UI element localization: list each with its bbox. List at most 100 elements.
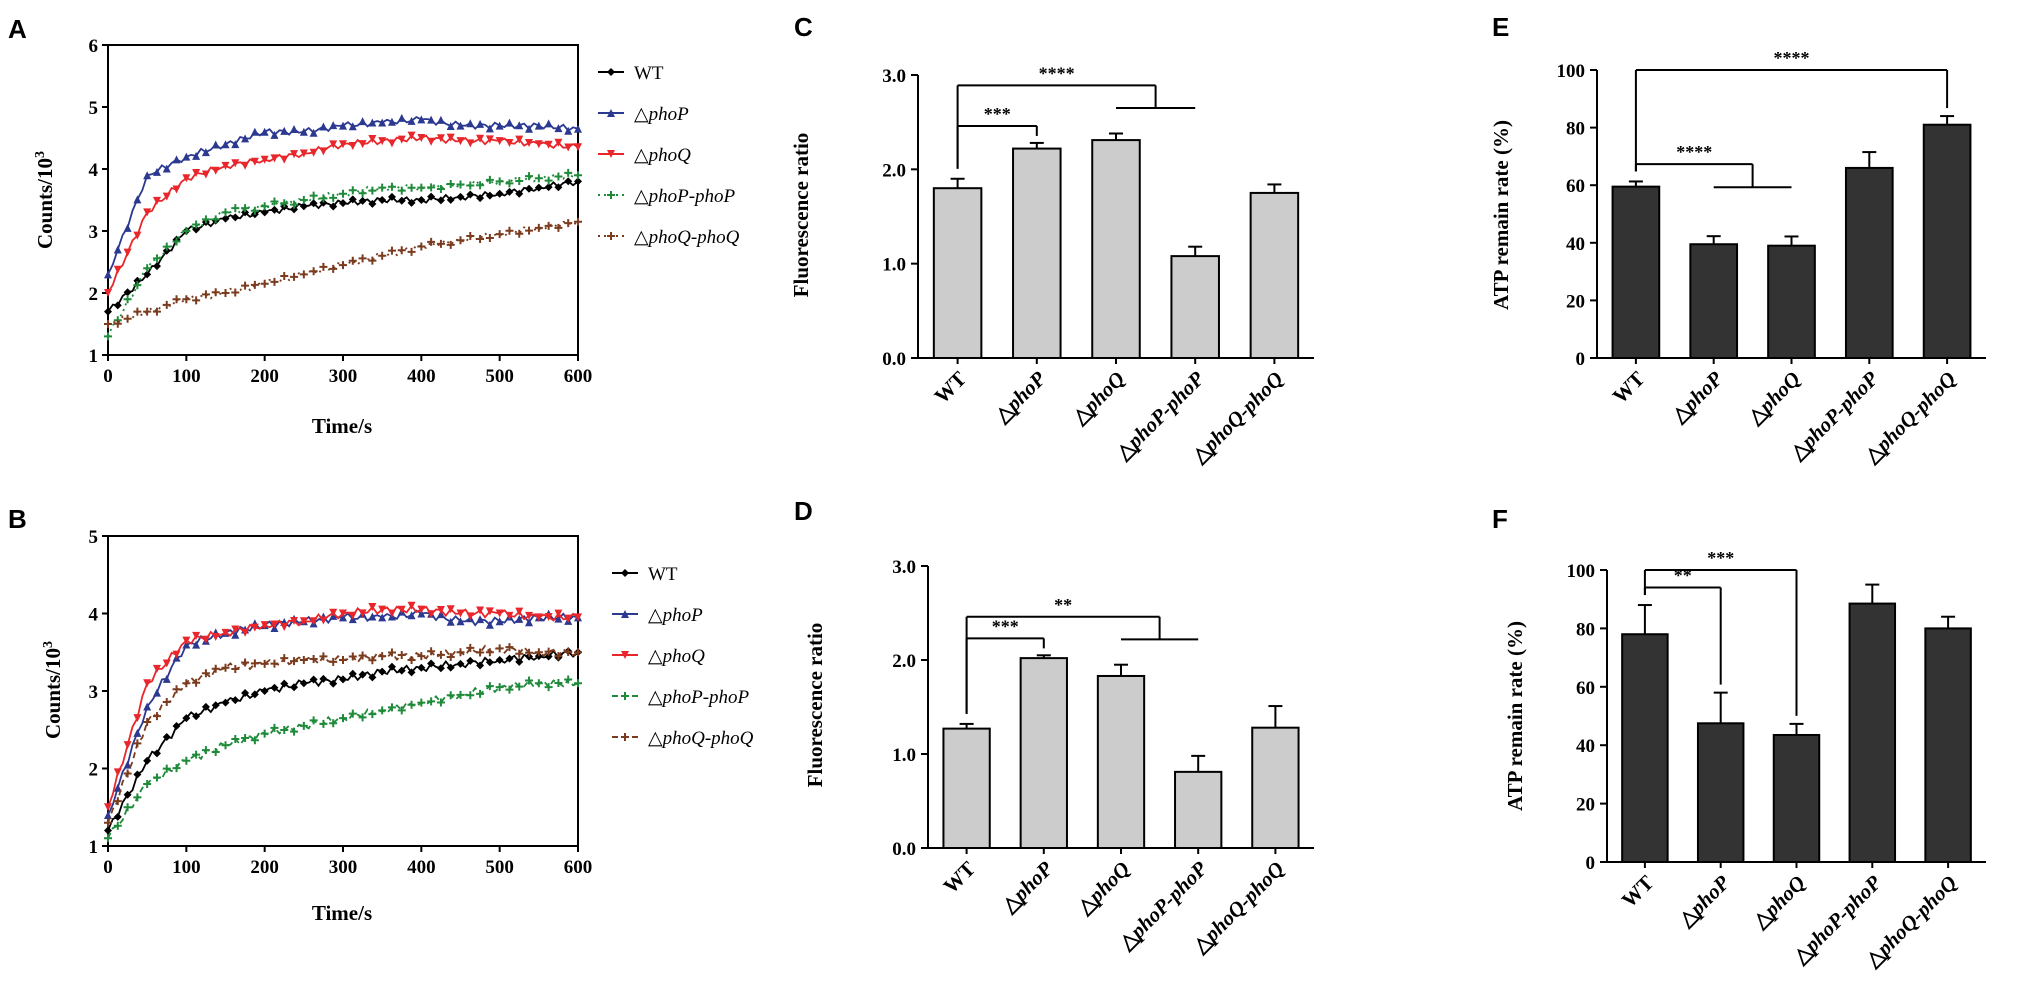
data-point: [241, 134, 250, 143]
data-point: [368, 710, 377, 719]
data-point: [104, 289, 112, 297]
data-point: [221, 289, 230, 297]
data-point: [133, 231, 142, 240]
data-point: [280, 622, 289, 631]
data-point: [162, 698, 171, 707]
bar-phop-phop: [1848, 602, 1897, 864]
panel-letter: F: [1492, 504, 1508, 534]
data-point: [339, 656, 347, 664]
data-point: [143, 208, 152, 217]
data-point: [348, 652, 357, 661]
legend-label: △phoP: [634, 104, 689, 125]
data-point: [260, 687, 269, 695]
data-point: [231, 665, 240, 674]
data-point: [505, 226, 514, 235]
data-point: [564, 675, 573, 684]
data-point: [505, 611, 514, 620]
data-point: [211, 166, 220, 175]
legend-entry: WT: [612, 564, 678, 585]
data-point: [348, 709, 357, 718]
data-point: [574, 177, 582, 186]
data-point: [299, 679, 308, 688]
x-tick-label: △phoP: [996, 856, 1057, 917]
data-point: [554, 183, 563, 192]
y-tick-label: 3: [89, 682, 99, 703]
data-point: [554, 223, 563, 232]
data-point: [211, 748, 220, 757]
data-point: [515, 682, 524, 691]
data-point: [607, 191, 615, 199]
data-point: [515, 614, 524, 623]
data-point: [495, 137, 504, 146]
significance-label: ***: [984, 104, 1011, 124]
x-axis-label: Time/s: [312, 901, 372, 925]
data-point: [104, 320, 112, 328]
data-point: [495, 617, 504, 626]
bar-phoq: [1767, 244, 1816, 359]
data-point: [319, 198, 328, 207]
data-point: [250, 157, 259, 166]
data-point: [397, 246, 406, 255]
data-point: [192, 296, 201, 305]
legend-name: WT: [634, 63, 664, 84]
data-point: [368, 612, 377, 621]
data-point: [621, 569, 629, 577]
data-point: [211, 664, 220, 673]
data-point: [143, 718, 152, 726]
y-tick-label: 0: [1586, 853, 1596, 874]
data-point: [607, 109, 615, 117]
data-point: [544, 140, 553, 149]
data-point: [260, 279, 269, 288]
data-point: [329, 608, 338, 617]
y-axis-label-main: Counts/10: [41, 648, 65, 739]
x-tick-label: 600: [564, 857, 593, 878]
data-point: [133, 281, 142, 290]
data-point: [574, 143, 582, 152]
data-point: [133, 739, 142, 748]
category-name: WT: [929, 367, 971, 409]
data-point: [152, 749, 161, 758]
data-point: [339, 714, 347, 723]
data-point: [387, 662, 396, 671]
data-point: [574, 217, 582, 226]
data-point: [201, 215, 210, 224]
data-point: [143, 780, 152, 788]
data-point: [162, 300, 171, 309]
data-point: [456, 690, 465, 699]
legend-name: phoP-phoP: [661, 687, 750, 708]
data-point: [250, 736, 259, 745]
data-point: [417, 652, 426, 661]
panel-letter: D: [794, 496, 813, 526]
data-point: [456, 617, 465, 626]
significance-label: ****: [1676, 142, 1712, 162]
panel-b: B 1 2 3 4 5 0 100 200 300 400 500 600 Time/s Counts/10…: [8, 504, 754, 925]
data-point: [309, 617, 318, 626]
data-point: [339, 261, 347, 270]
legend-name: phoQ-phoQ: [661, 728, 754, 749]
data-point: [436, 605, 445, 614]
data-point: [525, 138, 534, 147]
data-point: [201, 290, 210, 299]
data-point: [466, 643, 475, 652]
category-name: phoQ-phoQ: [1197, 367, 1288, 458]
data-point: [387, 703, 396, 712]
data-point: [495, 644, 504, 653]
data-point: [564, 614, 573, 623]
data-point: [211, 140, 220, 149]
data-point: [505, 138, 514, 147]
bar-phoq: [1096, 674, 1146, 849]
data-point: [329, 140, 338, 149]
y-tick-label: 5: [89, 98, 99, 119]
data-point: [544, 221, 553, 230]
legend-label: △phoP-phoP: [634, 186, 736, 207]
data-point: [476, 181, 485, 190]
data-point: [446, 605, 455, 614]
bar-phop: [1696, 722, 1745, 863]
data-point: [436, 196, 445, 205]
legend-name: WT: [648, 564, 678, 585]
data-point: [485, 620, 494, 629]
data-point: [427, 192, 436, 201]
data-point: [221, 698, 230, 707]
series-line: [107, 644, 579, 824]
data-point: [417, 663, 426, 672]
